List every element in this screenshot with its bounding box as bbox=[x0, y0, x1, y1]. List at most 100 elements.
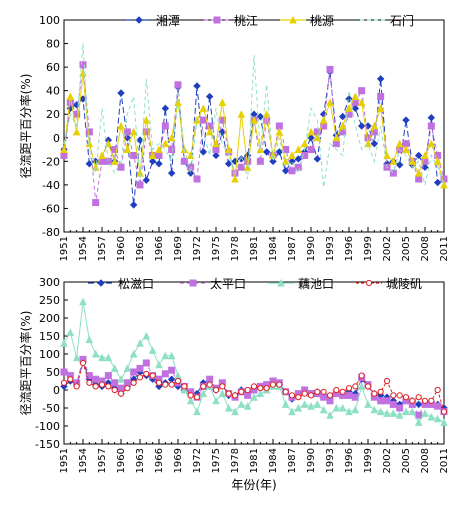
data-point bbox=[66, 92, 75, 101]
data-point bbox=[421, 151, 429, 159]
legend: 湘潭 桃江 桃源 石门 bbox=[126, 13, 414, 28]
x-tick-label: 1969 bbox=[173, 236, 184, 261]
y-tick-label: 100 bbox=[39, 14, 60, 27]
data-point bbox=[92, 383, 99, 390]
data-point bbox=[155, 360, 163, 369]
data-point bbox=[244, 391, 252, 399]
x-tick-label: 1957 bbox=[97, 236, 108, 261]
data-point bbox=[130, 151, 138, 159]
data-point bbox=[301, 151, 309, 159]
data-point bbox=[161, 104, 170, 113]
data-point bbox=[294, 155, 303, 163]
data-point bbox=[338, 112, 347, 121]
data-point bbox=[67, 376, 74, 383]
data-point bbox=[111, 386, 118, 394]
data-point bbox=[155, 159, 163, 168]
data-point bbox=[427, 139, 436, 148]
data-point bbox=[396, 392, 403, 399]
legend-swatch-marker bbox=[289, 15, 297, 24]
data-point bbox=[117, 390, 125, 397]
data-point bbox=[307, 134, 315, 142]
data-point bbox=[314, 388, 321, 395]
data-point bbox=[281, 400, 290, 408]
data-point bbox=[111, 379, 119, 387]
data-point bbox=[339, 388, 346, 395]
data-point bbox=[174, 371, 182, 380]
data-point bbox=[180, 157, 188, 165]
series-line bbox=[63, 64, 445, 203]
x-tick-label: 1978 bbox=[230, 448, 241, 473]
x-tick-label: 1984 bbox=[268, 236, 279, 261]
x-tick-label: 1993 bbox=[325, 236, 336, 261]
series-3 bbox=[60, 359, 448, 415]
data-point bbox=[186, 396, 195, 405]
x-tick-label: 2011 bbox=[439, 448, 450, 473]
data-point bbox=[433, 157, 442, 165]
data-point bbox=[383, 397, 391, 405]
data-point bbox=[295, 394, 302, 401]
data-point bbox=[275, 127, 284, 136]
data-point bbox=[199, 148, 208, 156]
y-tick-label: -80 bbox=[42, 226, 60, 239]
data-point bbox=[148, 151, 157, 159]
data-point bbox=[136, 181, 144, 189]
data-point bbox=[389, 169, 397, 177]
data-point bbox=[174, 81, 182, 89]
data-point bbox=[250, 115, 258, 124]
x-tick-label: 1963 bbox=[135, 236, 146, 261]
data-point bbox=[104, 353, 113, 362]
data-point bbox=[219, 383, 226, 390]
y-tick-label: 250 bbox=[39, 294, 60, 307]
x-tick-label: 1990 bbox=[306, 448, 317, 473]
data-point bbox=[370, 139, 379, 148]
data-point bbox=[313, 400, 322, 408]
data-point bbox=[142, 115, 151, 124]
data-point bbox=[136, 364, 144, 372]
data-point bbox=[332, 403, 341, 412]
data-point bbox=[224, 145, 233, 154]
x-tick-label: 1972 bbox=[192, 448, 203, 473]
legend-swatch-marker bbox=[189, 279, 197, 287]
x-tick-label: 1954 bbox=[78, 448, 89, 473]
data-point bbox=[389, 409, 398, 417]
x-tick-label: 1996 bbox=[344, 236, 355, 261]
x-tick-label: 1972 bbox=[192, 236, 203, 261]
data-point bbox=[72, 127, 81, 136]
data-point bbox=[338, 403, 347, 412]
data-point bbox=[79, 297, 87, 306]
data-point bbox=[193, 394, 201, 401]
data-point bbox=[402, 116, 410, 124]
data-point bbox=[288, 392, 296, 399]
data-point bbox=[224, 403, 233, 412]
data-point bbox=[72, 353, 81, 362]
data-point bbox=[256, 112, 265, 121]
data-point bbox=[148, 346, 157, 354]
data-point bbox=[237, 400, 246, 408]
data-point bbox=[351, 405, 360, 414]
data-point bbox=[301, 390, 308, 397]
data-point bbox=[262, 110, 271, 118]
data-point bbox=[383, 377, 391, 385]
x-tick-label: 2002 bbox=[382, 448, 393, 473]
data-point bbox=[161, 370, 169, 378]
data-point bbox=[364, 400, 372, 408]
data-point bbox=[370, 405, 379, 414]
y-tick-label: 100 bbox=[39, 348, 60, 361]
data-point bbox=[212, 386, 220, 394]
x-tick-label: 1987 bbox=[287, 236, 298, 261]
data-point bbox=[161, 351, 170, 360]
data-point bbox=[186, 169, 195, 177]
data-point bbox=[427, 122, 435, 130]
legend-swatch-marker bbox=[277, 278, 285, 287]
data-point bbox=[390, 392, 397, 399]
x-tick-label: 1990 bbox=[306, 236, 317, 261]
data-point bbox=[117, 163, 125, 171]
data-point bbox=[257, 385, 264, 392]
x-axis-title: 年份(年) bbox=[231, 478, 276, 492]
x-tick-label: 1975 bbox=[211, 448, 222, 473]
data-point bbox=[237, 163, 245, 171]
data-point bbox=[231, 174, 239, 183]
data-point bbox=[402, 407, 410, 416]
data-point bbox=[256, 157, 264, 165]
